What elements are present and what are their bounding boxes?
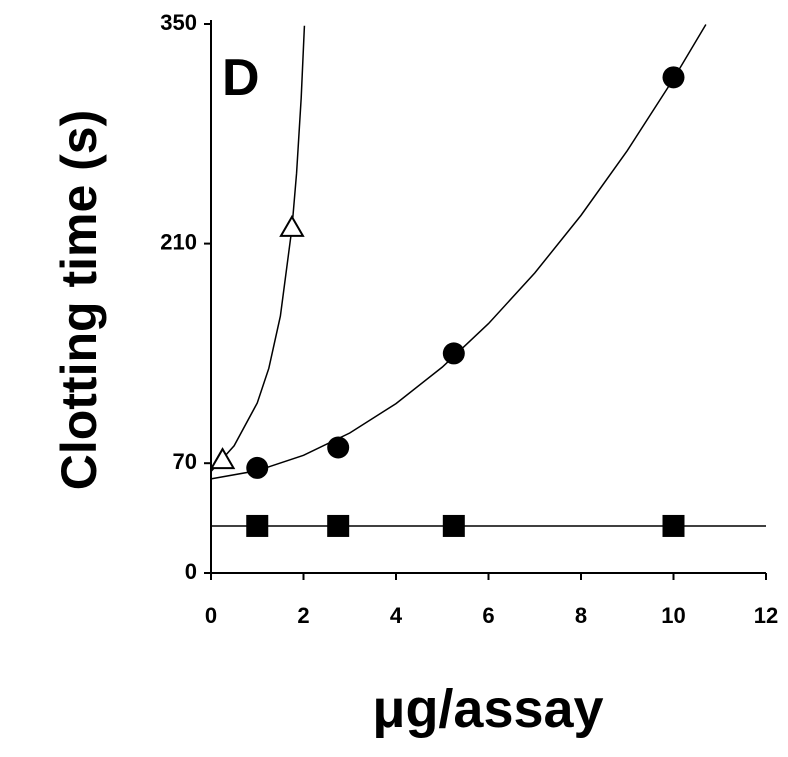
x-tick-label: 0 xyxy=(205,603,217,628)
circle-point xyxy=(442,342,465,365)
square-point xyxy=(662,514,685,537)
panel-label: D xyxy=(222,49,260,107)
x-tick-label: 4 xyxy=(390,603,403,628)
circle-point xyxy=(327,436,350,459)
circle-point xyxy=(246,456,269,479)
x-tick-label: 8 xyxy=(575,603,587,628)
x-tick-label: 10 xyxy=(661,603,685,628)
fit-line xyxy=(210,25,306,473)
square-point xyxy=(246,514,269,537)
square-point xyxy=(327,514,350,537)
circle-point xyxy=(662,66,685,89)
y-tick-label: 70 xyxy=(173,449,197,474)
fit-line xyxy=(210,24,707,480)
y-tick-label: 350 xyxy=(160,10,197,35)
square-point xyxy=(442,514,465,537)
triangle-point xyxy=(279,214,305,237)
x-axis-label: μg/assay xyxy=(372,679,603,739)
x-tick-label: 6 xyxy=(482,603,494,628)
y-axis-label: Clotting time (s) xyxy=(51,110,107,491)
x-tick-label: 2 xyxy=(297,603,309,628)
y-tick-label: 0 xyxy=(185,559,197,584)
triangle-point xyxy=(209,447,236,470)
x-tick-label: 12 xyxy=(754,603,778,628)
y-tick-label: 210 xyxy=(160,229,197,254)
